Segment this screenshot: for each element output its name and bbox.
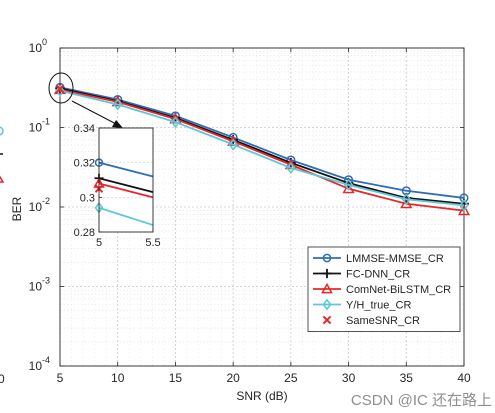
- x-tick-label: 40: [457, 371, 471, 385]
- data-point: [286, 161, 296, 174]
- data-point: [400, 197, 413, 209]
- data-point: [170, 116, 181, 129]
- series-SameSNR_CR: [55, 84, 65, 94]
- legend: LMMSE-MMSE_CR FC-DNN_CR ComNet-BiLSTM_CR Y/…: [307, 246, 461, 332]
- y-tick-exponent: -1: [42, 117, 50, 127]
- x-tick-label: 35: [400, 371, 414, 385]
- legend-label: Y/H_true_CR: [346, 300, 411, 312]
- zoom-annotation: [48, 72, 123, 128]
- inset-series-line: [98, 206, 154, 226]
- legend-entry: ComNet-BiLSTM_CR: [313, 282, 451, 296]
- y-tick-exponent: -2: [42, 196, 50, 206]
- inset-y-tick-label: 0.28: [74, 227, 95, 239]
- series-group: [53, 82, 471, 216]
- x-tick-label: 25: [284, 371, 298, 385]
- legend-marker: [322, 268, 332, 279]
- series-line: [59, 86, 465, 199]
- x-tick-label: 30: [342, 371, 356, 385]
- y-axis-label: BER: [10, 196, 24, 221]
- zoom-arrow: [71, 100, 121, 127]
- legend-marker: [321, 282, 333, 294]
- y-tick-exponent: 0: [42, 37, 47, 47]
- x-tick-label: 10: [111, 371, 125, 385]
- legend-entry: SameSNR_CR: [322, 315, 420, 327]
- data-point: [401, 193, 412, 206]
- inset-series-line: [98, 182, 154, 199]
- inset-plot: 0.34 0.32 0.3 0.285 5.5: [74, 123, 161, 249]
- neighbor-tick-label: 0: [0, 372, 5, 386]
- series-line: [59, 88, 465, 212]
- left-neighbor-fragment: 0: [0, 126, 5, 386]
- data-point: [342, 182, 355, 194]
- x-axis-label: SNR (dB): [236, 389, 287, 403]
- zoom-arrow-head: [112, 120, 123, 128]
- y-tick-label: 10: [29, 41, 43, 55]
- data-point: [459, 199, 469, 212]
- y-tick-exponent: -4: [42, 355, 50, 365]
- legend-label: LMMSE-MMSE_CR: [346, 253, 444, 265]
- legend-label: SameSNR_CR: [346, 315, 420, 327]
- inset-x-tick-label: 5: [96, 237, 102, 249]
- inset-series-line: [98, 161, 154, 178]
- y-tick-exponent: -3: [42, 276, 50, 286]
- legend-entry: LMMSE-MMSE_CR: [313, 253, 444, 265]
- inset-y-tick-label: 0.32: [74, 158, 95, 170]
- x-tick-label: 20: [226, 371, 240, 385]
- neighbor-circle-marker: [0, 126, 4, 136]
- series-line: [59, 89, 465, 207]
- zoom-ellipse: [48, 72, 74, 104]
- y-tick-label: 10: [29, 359, 43, 373]
- legend-label: ComNet-BiLSTM_CR: [346, 284, 451, 296]
- series-Y/H_true_CR: [55, 84, 469, 212]
- data-point: [55, 84, 65, 97]
- watermark: CSDN @IC 还在路上: [351, 392, 492, 409]
- inset-y-tick-label: 0.3: [80, 192, 95, 204]
- x-tick-label: 5: [57, 371, 64, 385]
- y-tick-label: 10: [29, 121, 43, 135]
- legend-entry: FC-DNN_CR: [313, 269, 410, 281]
- legend-marker: [322, 253, 332, 263]
- x-tick-label: 15: [169, 371, 183, 385]
- data-point: [457, 204, 471, 216]
- inset-box: [98, 127, 154, 233]
- data-point: [343, 178, 354, 191]
- legend-marker: [322, 315, 332, 325]
- y-tick-label: 10: [29, 200, 43, 214]
- data-point: [112, 98, 123, 111]
- inset-series-line: [98, 177, 154, 194]
- neighbor-triangle-marker: [0, 175, 5, 183]
- data-point: [228, 138, 238, 151]
- data-point: [111, 95, 124, 107]
- inset-y-tick-label: 0.34: [74, 123, 95, 135]
- data-point: [55, 84, 65, 94]
- legend-marker: [322, 298, 332, 311]
- legend-entry: Y/H_true_CR: [313, 298, 411, 312]
- series-ComNet-BiLSTM_CR: [53, 83, 471, 216]
- inset-x-tick-label: 5.5: [145, 237, 160, 249]
- y-tick-label: 10: [29, 280, 43, 294]
- legend-label: FC-DNN_CR: [346, 269, 410, 281]
